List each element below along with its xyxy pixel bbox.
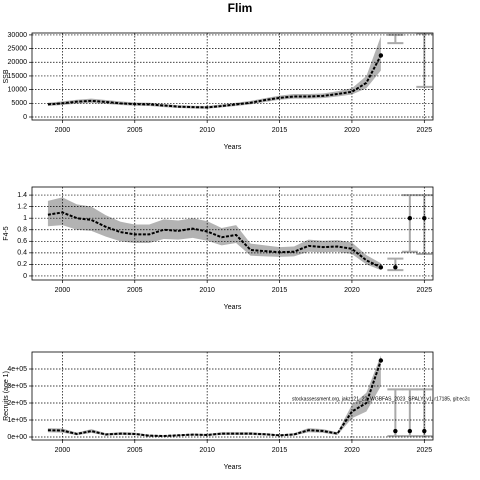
plot-frame <box>31 32 434 121</box>
interval <box>387 388 404 438</box>
y-axis-label: SSB <box>3 69 10 83</box>
estimate-line <box>47 54 382 109</box>
x-tick-label: 2020 <box>344 447 360 454</box>
x-tick-label: 2010 <box>199 447 215 454</box>
y-tick-label: 1.4 <box>17 192 27 199</box>
estimate-line <box>47 360 382 437</box>
x-tick-label: 2020 <box>344 127 360 134</box>
y-tick-label: 0.6 <box>17 238 27 245</box>
y-tick-label: 0.2 <box>17 261 27 268</box>
x-tick-label: 2015 <box>272 127 288 134</box>
x-tick-label: 2015 <box>272 447 288 454</box>
projection-point <box>393 265 398 270</box>
x-tick-label: 2005 <box>127 447 143 454</box>
y-tick-label: 15000 <box>8 73 28 80</box>
plot-frame <box>31 351 434 441</box>
interval <box>401 194 418 253</box>
x-tick-label: 2000 <box>55 447 71 454</box>
estimate-point <box>378 358 384 363</box>
x-tick-label: 2025 <box>417 127 433 134</box>
y-tick-label: 1e+05 <box>7 417 27 424</box>
y-tick-label: 0 <box>23 273 27 280</box>
x-tick-label: 2015 <box>272 287 288 294</box>
chart-title: Flim <box>228 1 253 15</box>
x-tick-label: 2025 <box>417 447 433 454</box>
plot-area <box>47 33 433 109</box>
y-tick-label: 0.8 <box>17 227 27 234</box>
x-tick-label: 2000 <box>55 287 71 294</box>
x-tick-label: 2005 <box>127 287 143 294</box>
y-tick-label: 0e+00 <box>7 434 27 441</box>
x-tick-label: 2010 <box>199 287 215 294</box>
x-axis-label: Years <box>224 144 242 151</box>
x-tick-label: 2010 <box>199 127 215 134</box>
y-tick-label: 10000 <box>8 86 28 93</box>
y-axis-label: Recruits (age 1) <box>3 371 10 421</box>
x-axis-label: Years <box>224 464 242 471</box>
estimate-point <box>378 53 384 58</box>
y-tick-label: 5000 <box>11 100 27 107</box>
y-tick-label: 0 <box>23 114 27 121</box>
interval <box>401 388 418 438</box>
x-tick-label: 2020 <box>344 287 360 294</box>
x-tick-label: 2025 <box>417 287 433 294</box>
projection-point <box>393 428 398 434</box>
projection-point <box>407 428 413 434</box>
plot-area <box>47 355 433 438</box>
x-tick-label: 2000 <box>55 127 71 134</box>
plot-frame <box>31 186 434 281</box>
x-tick-label: 2005 <box>127 127 143 134</box>
y-tick-label: 2e+05 <box>7 400 27 407</box>
annotation: stockassessment.org, jakz121_22_WGBFAS_2… <box>292 396 470 402</box>
y-tick-label: 30000 <box>8 32 28 39</box>
projection-point <box>407 215 413 221</box>
y-tick-label: 25000 <box>8 45 28 52</box>
estimate-line <box>47 211 382 269</box>
interval <box>387 33 404 45</box>
confidence-band <box>47 36 381 109</box>
x-axis-label: Years <box>224 304 242 311</box>
estimate-point <box>378 265 384 270</box>
y-tick-label: 0.4 <box>17 250 27 257</box>
y-tick-label: 1 <box>23 215 27 222</box>
y-axis-label: F4-5 <box>3 226 10 241</box>
y-tick-label: 4e+05 <box>7 366 27 373</box>
y-tick-label: 20000 <box>8 59 28 66</box>
y-tick-label: 1.2 <box>17 203 27 210</box>
y-tick-label: 3e+05 <box>7 383 27 390</box>
